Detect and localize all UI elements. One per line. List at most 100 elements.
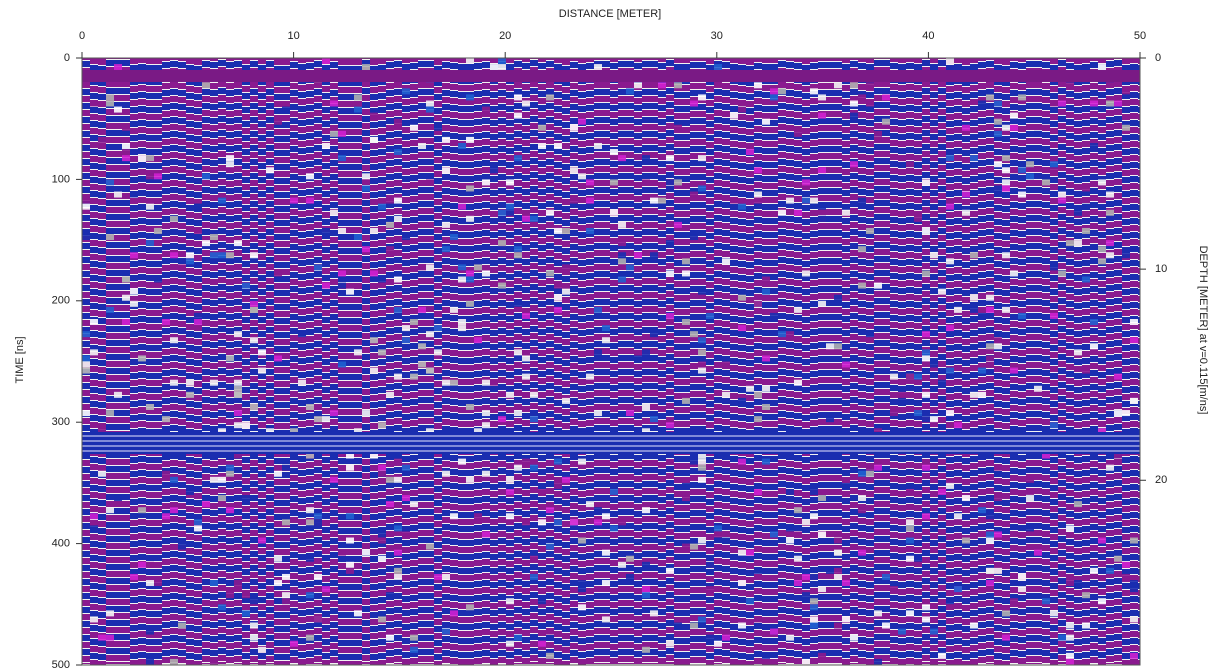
texture-block — [570, 519, 578, 525]
texture-block — [818, 653, 826, 659]
texture-block — [354, 349, 362, 355]
texture-block — [642, 179, 650, 185]
texture-block — [186, 258, 194, 264]
texture-block — [818, 495, 826, 501]
texture-block — [818, 113, 826, 119]
texture-shift — [410, 58, 418, 665]
texture-block — [546, 507, 554, 513]
texture-block — [210, 659, 218, 665]
texture-block — [1050, 422, 1058, 428]
texture-block — [306, 635, 314, 641]
texture-block — [738, 398, 746, 404]
texture-block — [106, 100, 114, 106]
texture-block — [914, 64, 922, 70]
texture-block — [434, 349, 442, 355]
texture-block — [906, 556, 914, 562]
texture-block — [618, 252, 626, 258]
texture-block — [122, 277, 130, 283]
texture-shift — [706, 60, 714, 667]
texture-block — [290, 641, 298, 647]
texture-block — [994, 495, 1002, 501]
texture-shift — [314, 56, 322, 663]
texture-block — [602, 616, 610, 622]
texture-block — [866, 471, 874, 477]
texture-block — [1002, 155, 1010, 161]
texture-block — [466, 137, 474, 143]
y-axis-title: TIME [ns] — [14, 336, 26, 383]
texture-block — [810, 598, 818, 604]
texture-shift — [850, 56, 858, 663]
texture-block — [170, 477, 178, 483]
texture-block — [642, 647, 650, 653]
texture-block — [666, 270, 674, 276]
texture-block — [122, 295, 130, 301]
texture-block — [466, 94, 474, 100]
texture-block — [482, 107, 490, 113]
texture-block — [802, 198, 810, 204]
texture-block — [1074, 580, 1082, 586]
texture-block — [810, 489, 818, 495]
texture-block — [218, 252, 226, 258]
texture-block — [858, 495, 866, 501]
texture-block — [506, 210, 514, 216]
texture-block — [250, 635, 258, 641]
texture-shift — [602, 56, 610, 663]
texture-block — [106, 610, 114, 616]
texture-block — [274, 471, 282, 477]
texture-block — [330, 410, 338, 416]
texture-block — [522, 459, 530, 465]
texture-block — [394, 198, 402, 204]
texture-block — [450, 610, 458, 616]
texture-block — [546, 270, 554, 276]
texture-block — [442, 137, 450, 143]
texture-block — [946, 58, 954, 64]
texture-block — [1066, 525, 1074, 531]
texture-block — [986, 343, 994, 349]
texture-block — [642, 155, 650, 161]
texture-shift — [306, 58, 314, 665]
y2-axis-title: DEPTH [METER] at v=0.115[m/ns] — [1197, 246, 1209, 415]
texture-block — [218, 604, 226, 610]
texture-block — [250, 623, 258, 629]
texture-shift — [242, 60, 250, 667]
texture-block — [402, 88, 410, 94]
texture-block — [1082, 277, 1090, 283]
texture-block — [402, 337, 410, 343]
texture-block — [618, 222, 626, 228]
texture-block — [514, 252, 522, 258]
texture-block — [378, 349, 386, 355]
texture-shift — [378, 60, 386, 667]
texture-block — [578, 538, 586, 544]
texture-block — [642, 507, 650, 513]
texture-block — [370, 137, 378, 143]
texture-block — [394, 149, 402, 155]
texture-block — [170, 337, 178, 343]
texture-block — [698, 155, 706, 161]
texture-shift — [730, 59, 738, 666]
texture-block — [682, 319, 690, 325]
texture-block — [314, 519, 322, 525]
texture-block — [314, 616, 322, 622]
texture-block — [546, 629, 554, 635]
texture-block — [906, 519, 914, 525]
texture-block — [1106, 465, 1114, 471]
texture-block — [1026, 525, 1034, 531]
texture-block — [594, 349, 602, 355]
texture-block — [986, 538, 994, 544]
texture-block — [674, 222, 682, 228]
texture-block — [858, 246, 866, 252]
texture-block — [1106, 252, 1114, 258]
texture-shift — [714, 56, 722, 663]
texture-block — [842, 483, 850, 489]
texture-block — [1066, 653, 1074, 659]
texture-block — [1026, 489, 1034, 495]
texture-block — [282, 519, 290, 525]
texture-block — [810, 88, 818, 94]
texture-block — [698, 538, 706, 544]
texture-block — [730, 113, 738, 119]
texture-block — [714, 641, 722, 647]
texture-block — [594, 307, 602, 313]
texture-block — [410, 125, 418, 131]
texture-block — [794, 556, 802, 562]
texture-shift — [458, 59, 466, 666]
